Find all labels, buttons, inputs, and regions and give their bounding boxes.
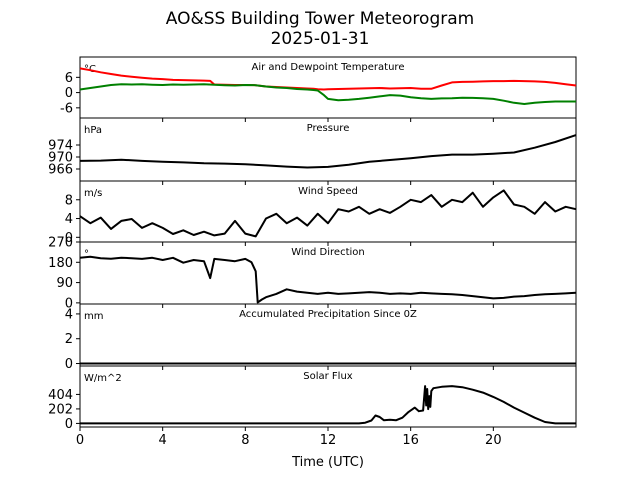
panel-temp: Air and Dewpoint Temperature°C-606 <box>60 56 577 122</box>
x-tick-label: 8 <box>241 433 249 448</box>
y-tick-label-pressure: 970 <box>48 151 73 166</box>
y-tick-label-precip: 2 <box>65 332 73 347</box>
panel-title-temp: Air and Dewpoint Temperature <box>252 62 405 73</box>
panels-group: Air and Dewpoint Temperature°C-606Pressu… <box>48 56 577 448</box>
chart-date: 2025-01-31 <box>271 29 370 49</box>
y-tick-label-wind_direction: 0 <box>65 296 73 311</box>
y-tick-label-wind_direction: 90 <box>56 276 73 291</box>
y-tick-label-precip: 4 <box>65 307 73 322</box>
panel-title-pressure: Pressure <box>307 123 350 134</box>
x-tick-label: 4 <box>159 433 167 448</box>
panel-wind_direction: Wind Direction ° 0 90 180 270 <box>48 236 577 311</box>
y-tick-label-wind_direction: 180 <box>48 256 73 271</box>
y-tick-label-solar: 202 <box>48 402 73 417</box>
panel-title-wind_direction: Wind Direction <box>291 247 365 258</box>
y-tick-label-precip: 0 <box>65 357 73 372</box>
y-tick-label-wind_direction: 270 <box>48 236 73 251</box>
panel-unit-precip: mm <box>84 311 103 322</box>
panel-unit-wind_direction: ° <box>84 249 89 260</box>
y-tick-label-wind_speed: 0 <box>65 231 73 246</box>
series-line-wind_direction-0 <box>79 255 577 304</box>
panel-title-solar: Solar Flux <box>303 371 353 382</box>
panel-unit-wind_speed: m/s <box>84 188 102 199</box>
x-tick-label: 16 <box>402 433 419 448</box>
panel-unit-pressure: hPa <box>84 125 102 136</box>
panel-wind_speed: Wind Speed m/s 0 4 8 <box>65 180 577 246</box>
series-line-pressure-0 <box>79 134 577 169</box>
y-tick-label-solar: 0 <box>65 417 73 432</box>
x-tick-label: 12 <box>320 433 337 448</box>
x-axis-label: Time (UTC) <box>291 455 364 470</box>
y-tick-label-wind_speed: 8 <box>65 193 73 208</box>
y-tick-label-temp: 0 <box>65 86 73 101</box>
panel-title-precip: Accumulated Precipitation Since 0Z <box>239 309 417 320</box>
series-line-wind_speed-0 <box>79 189 577 238</box>
x-tick-label: 0 <box>76 433 84 448</box>
panel-unit-solar: W/m^2 <box>84 373 122 384</box>
panel-title-wind_speed: Wind Speed <box>298 186 358 197</box>
y-tick-label-temp: -6 <box>60 101 73 116</box>
chart-title: AO&SS Building Tower Meteorogram <box>166 9 474 29</box>
y-tick-label-pressure: 966 <box>48 163 73 178</box>
series-line-temp-0 <box>79 67 577 91</box>
y-tick-label-pressure: 974 <box>48 139 73 154</box>
y-tick-label-temp: 6 <box>65 71 73 86</box>
x-tick-label: 20 <box>485 433 502 448</box>
series-line-temp-1 <box>79 83 576 105</box>
panel-precip: Accumulated Precipitation Since 0Z mm 0 2 4 <box>65 303 577 372</box>
series-line-solar-0 <box>80 385 576 425</box>
y-tick-label-solar: 404 <box>48 388 73 403</box>
y-tick-label-wind_speed: 4 <box>65 212 73 227</box>
